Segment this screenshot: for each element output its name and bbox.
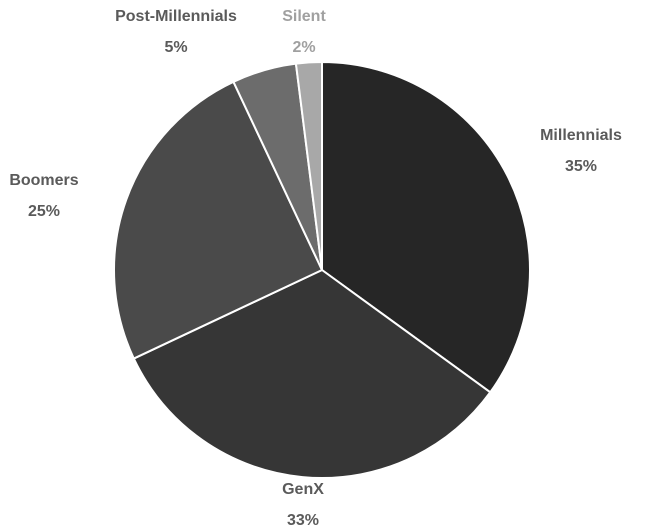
pie-slice-boomers: [113, 80, 323, 360]
pie-label-name-millennials: Millennials: [540, 127, 622, 144]
pie-label-value-silent: 2%: [292, 39, 315, 56]
pie-label-name-silent: Silent: [282, 8, 326, 25]
pie-label-value-post-millennials: 5%: [164, 39, 187, 56]
pie-slice-silent: [294, 61, 323, 271]
pie-slice-millennials: [321, 61, 531, 394]
pie-labels: Millennials 35% GenX 33% Boomers 25% Post-Mill…: [9, 8, 622, 529]
pie-label-name-genx: GenX: [282, 481, 324, 498]
pie-label-name-boomers: Boomers: [9, 172, 78, 189]
pie-label-value-boomers: 25%: [28, 203, 60, 220]
pie-slice-genx: [132, 269, 492, 479]
pie-label-name-post-millennials: Post-Millennials: [115, 8, 237, 25]
pie-label-value-millennials: 35%: [565, 158, 597, 175]
pie-label-value-genx: 33%: [287, 512, 319, 529]
pie-slices: [113, 61, 531, 479]
